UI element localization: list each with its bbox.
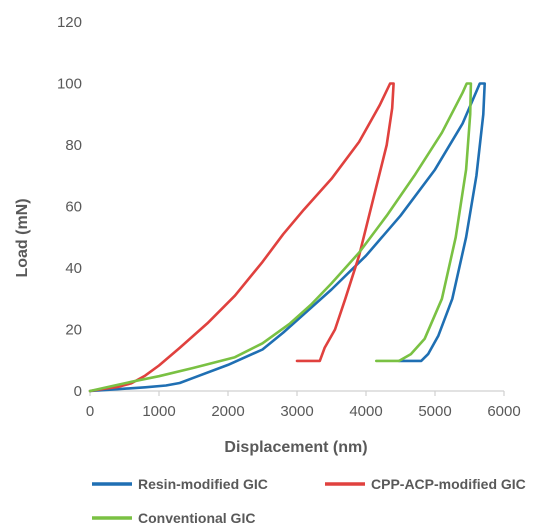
legend-label-conventional-gic: Conventional GIC: [138, 510, 255, 526]
y-tick-label: 80: [65, 137, 82, 154]
x-axis-ticks: 0 1000 2000 3000 4000 5000 6000: [86, 391, 521, 420]
x-tick-label: 4000: [349, 403, 382, 420]
legend-item-conventional-gic: Conventional GIC: [92, 510, 255, 526]
legend-label-cpp-acp-modified-gic: CPP-ACP-modified GIC: [371, 476, 526, 492]
series-line-conventional-gic: [88, 82, 473, 393]
y-axis-ticks: 0 20 40 60 80 100 120: [57, 14, 82, 400]
series-lines: [88, 82, 486, 393]
y-tick-label: 60: [65, 199, 82, 216]
legend: Resin-modified GIC CPP-ACP-modified GIC …: [92, 476, 526, 526]
y-axis-title: Load (mN): [14, 198, 31, 277]
y-tick-label: 20: [65, 322, 82, 339]
legend-item-resin-modified-gic: Resin-modified GIC: [92, 476, 268, 492]
x-axis-title: Displacement (nm): [224, 439, 367, 456]
series-line-resin-modified-gic: [88, 82, 486, 393]
x-tick-label: 0: [86, 403, 94, 420]
x-tick-label: 6000: [487, 403, 520, 420]
y-tick-label: 40: [65, 260, 82, 277]
x-tick-label: 5000: [418, 403, 451, 420]
y-tick-label: 100: [57, 76, 82, 93]
legend-item-cpp-acp-modified-gic: CPP-ACP-modified GIC: [325, 476, 526, 492]
y-tick-label: 120: [57, 14, 82, 31]
legend-label-resin-modified-gic: Resin-modified GIC: [138, 476, 268, 492]
x-tick-label: 3000: [280, 403, 313, 420]
x-tick-label: 2000: [211, 403, 244, 420]
series-line-cpp-acp-modified-gic: [88, 82, 395, 393]
y-tick-label: 0: [74, 383, 82, 400]
x-tick-label: 1000: [142, 403, 175, 420]
